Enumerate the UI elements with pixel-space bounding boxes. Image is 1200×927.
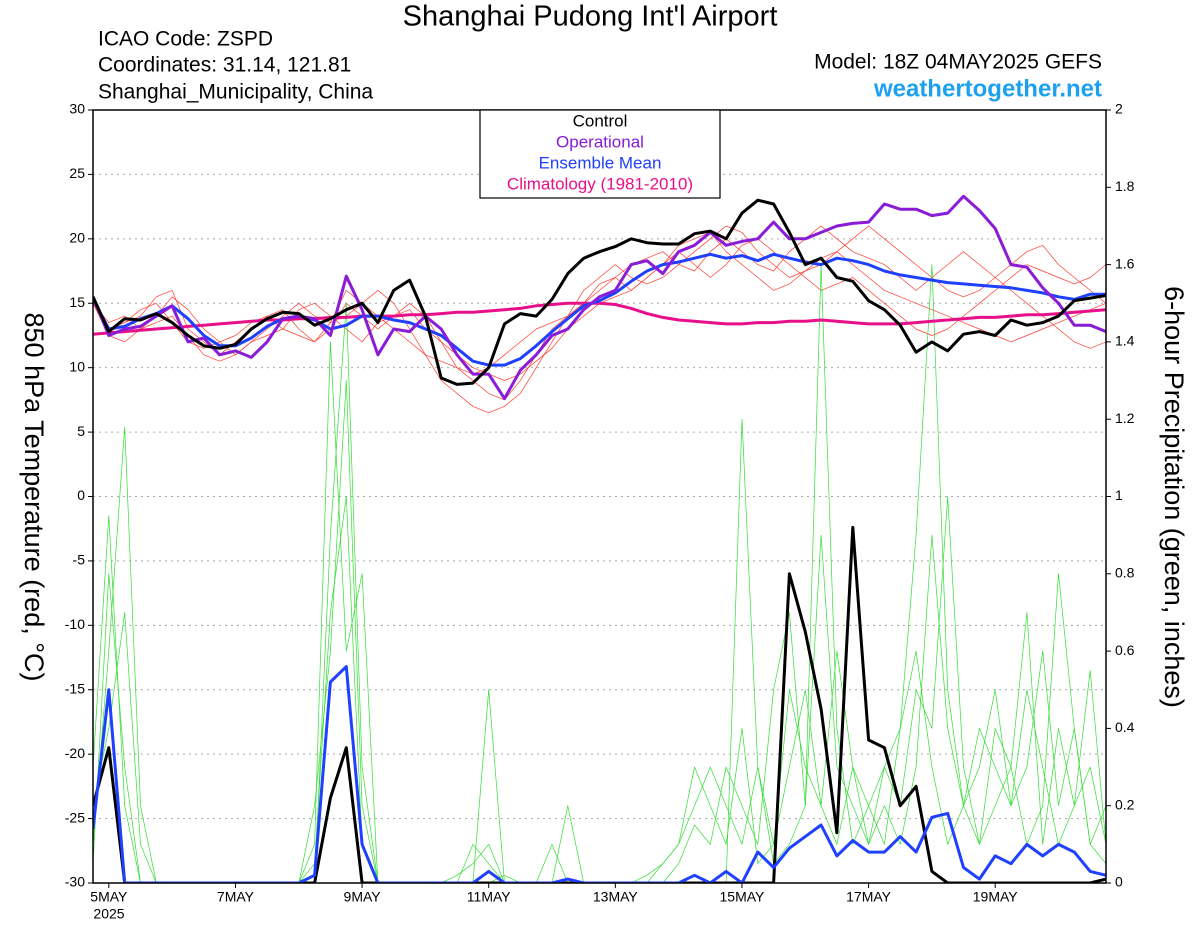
line bbox=[93, 525, 1106, 883]
y2-tick-label: 1.2 bbox=[1115, 410, 1135, 426]
line bbox=[93, 238, 1106, 375]
line bbox=[93, 252, 1106, 367]
x-tick-label: 19MAY bbox=[973, 889, 1019, 905]
x-tick-label: 9MAY bbox=[344, 889, 382, 905]
y-tick-label: 30 bbox=[69, 101, 85, 117]
legend-entry: Control bbox=[573, 111, 628, 130]
y-tick-label: 20 bbox=[69, 230, 85, 246]
legend-entry: Operational bbox=[556, 132, 644, 151]
legend: Control Operational Ensemble Mean Climatolo… bbox=[479, 109, 721, 199]
x-sublabel: 2025 bbox=[93, 906, 124, 922]
y-tick-label: 0 bbox=[77, 487, 85, 503]
y-tick-label: -5 bbox=[73, 552, 86, 568]
line bbox=[93, 341, 1106, 883]
y2-tick-label: 0.2 bbox=[1115, 796, 1135, 812]
axes: -30 -25 -20 -15 -10 -5 0 5 10 15 20 25 30 0 0.2 0.4 0.6 0… bbox=[65, 101, 1135, 905]
y2-tick-label: 0.6 bbox=[1115, 642, 1135, 658]
y2-axis-label: 6-hour Precipitation (green, inches) bbox=[1159, 286, 1189, 708]
website: weathertogether.net bbox=[873, 75, 1102, 102]
y2-tick-label: 0.8 bbox=[1115, 565, 1135, 581]
model-label: Model: 18Z 04MAY2025 GEFS bbox=[814, 51, 1102, 74]
x-tick-label: 11MAY bbox=[467, 889, 511, 905]
line bbox=[93, 232, 1106, 381]
x-tick-label: 13MAY bbox=[593, 889, 639, 905]
info-line: Coordinates: 31.14, 121.81 bbox=[98, 54, 351, 77]
y-tick-label: -15 bbox=[65, 680, 85, 696]
y2-tick-label: 0.4 bbox=[1115, 719, 1135, 735]
y-tick-label: 25 bbox=[69, 165, 85, 181]
y2-tick-label: 1 bbox=[1115, 487, 1123, 503]
legend-entry: Ensemble Mean bbox=[539, 153, 662, 172]
y-tick-label: -25 bbox=[65, 809, 85, 825]
line bbox=[93, 665, 1106, 883]
y2-tick-label: 1.8 bbox=[1115, 178, 1135, 194]
grid bbox=[93, 109, 1106, 884]
y-tick-label: -30 bbox=[65, 874, 85, 890]
x-tick-label: 15MAY bbox=[720, 889, 766, 905]
info-line: Shanghai_Municipality, China bbox=[98, 81, 373, 104]
y2-tick-label: 2 bbox=[1115, 101, 1123, 117]
line bbox=[93, 264, 1106, 883]
y-tick-label: 5 bbox=[77, 423, 85, 439]
x-tick-label: 7MAY bbox=[217, 889, 255, 905]
y2-tick-label: 0 bbox=[1115, 874, 1123, 890]
x-tick-label: 5MAY bbox=[90, 889, 128, 905]
y2-tick-label: 1.4 bbox=[1115, 333, 1135, 349]
line bbox=[93, 496, 1106, 883]
info-line: ICAO Code: ZSPD bbox=[98, 28, 273, 51]
y2-tick-label: 1.6 bbox=[1115, 255, 1135, 271]
line bbox=[93, 194, 1106, 401]
plot-lines bbox=[93, 194, 1106, 883]
line bbox=[93, 301, 1106, 336]
line bbox=[93, 380, 1106, 883]
y-tick-label: -20 bbox=[65, 745, 85, 761]
y-tick-label: 15 bbox=[69, 294, 85, 310]
y-axis-label: 850 hPa Temperature (red, °C) bbox=[19, 313, 49, 682]
x-tick-label: 17MAY bbox=[846, 889, 892, 905]
legend-box bbox=[479, 109, 721, 199]
legend-entry: Climatology (1981-2010) bbox=[507, 174, 693, 193]
y-tick-label: 10 bbox=[69, 358, 85, 374]
line bbox=[93, 198, 1106, 386]
y-tick-label: -10 bbox=[65, 616, 85, 632]
chart-title: Shanghai Pudong Int'l Airport bbox=[403, 1, 778, 33]
